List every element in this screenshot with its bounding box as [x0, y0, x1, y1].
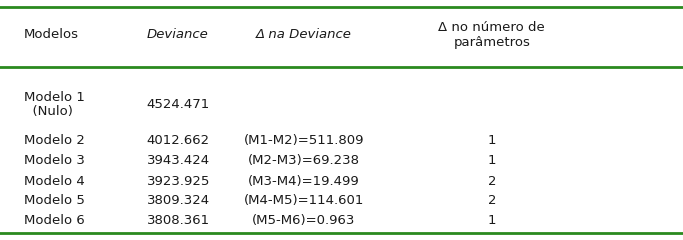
Text: Modelo 2: Modelo 2	[24, 134, 85, 147]
Text: 2: 2	[488, 194, 496, 207]
Text: 1: 1	[488, 134, 496, 147]
Text: (M2-M3)=69.238: (M2-M3)=69.238	[248, 154, 360, 167]
Text: Modelo 6: Modelo 6	[24, 214, 85, 227]
Text: 1: 1	[488, 214, 496, 227]
Text: 4012.662: 4012.662	[147, 134, 210, 147]
Text: Δ na Deviance: Δ na Deviance	[256, 28, 352, 41]
Text: 3943.424: 3943.424	[147, 154, 210, 167]
Text: Modelos: Modelos	[24, 28, 79, 41]
Text: Deviance: Deviance	[147, 28, 208, 41]
Text: Δ no número de
parâmetros: Δ no número de parâmetros	[438, 21, 545, 49]
Text: (M1-M2)=511.809: (M1-M2)=511.809	[244, 134, 364, 147]
Text: (M4-M5)=114.601: (M4-M5)=114.601	[244, 194, 364, 207]
Text: 3809.324: 3809.324	[147, 194, 210, 207]
Text: Modelo 4: Modelo 4	[24, 175, 85, 188]
Text: 4524.471: 4524.471	[147, 98, 210, 111]
Text: (M3-M4)=19.499: (M3-M4)=19.499	[248, 175, 360, 188]
Text: 1: 1	[488, 154, 496, 167]
Text: 3923.925: 3923.925	[147, 175, 210, 188]
Text: Modelo 5: Modelo 5	[24, 194, 85, 207]
Text: (M5-M6)=0.963: (M5-M6)=0.963	[252, 214, 356, 227]
Text: Modelo 3: Modelo 3	[24, 154, 85, 167]
Text: 2: 2	[488, 175, 496, 188]
Text: Modelo 1
  (Nulo): Modelo 1 (Nulo)	[24, 91, 85, 118]
Text: 3808.361: 3808.361	[147, 214, 210, 227]
